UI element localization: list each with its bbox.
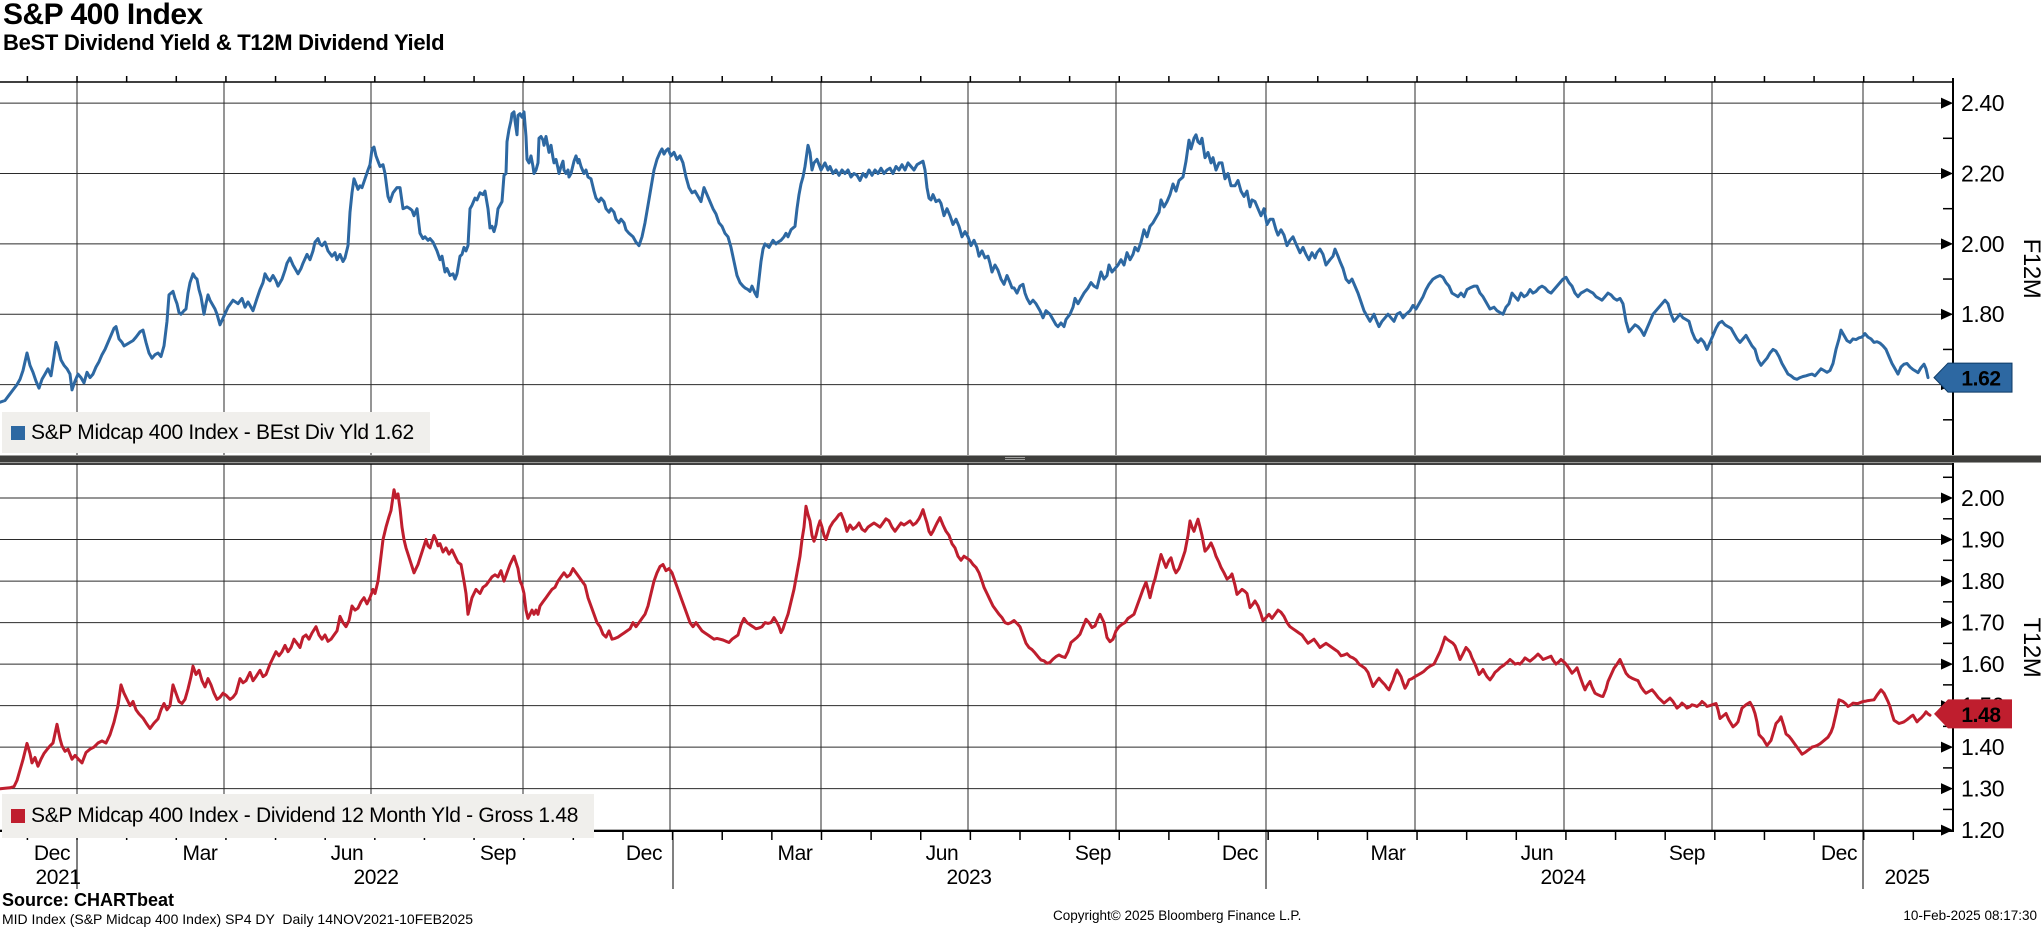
major-tick-arrow (1941, 534, 1953, 546)
last-value-badge (1934, 699, 2012, 729)
last-value-badge (1933, 362, 2013, 393)
legend-best-div-yld: S&P Midcap 400 Index - BEst Div Yld 1.62 (2, 412, 430, 453)
last-value-badge-text: 1.48 (1961, 704, 2001, 727)
y-tick-label: 2.40 (1961, 90, 2004, 116)
major-tick-arrow (1941, 741, 1953, 753)
major-tick-arrow (1941, 575, 1953, 587)
x-month-label: Sep (1075, 842, 1111, 865)
page-title: S&P 400 Index (3, 0, 203, 31)
y-axis-title: F12M (2018, 239, 2041, 299)
x-year-label: 2021 (35, 866, 80, 889)
x-month-label: Jun (1521, 842, 1554, 865)
y-tick-label: 1.20 (1961, 817, 2004, 843)
x-month-label: Dec (1821, 842, 1857, 865)
panel-divider-handle[interactable] (1005, 457, 1025, 461)
major-tick-arrow (1941, 97, 1953, 109)
legend-label: S&P Midcap 400 Index - Dividend 12 Month… (31, 804, 579, 827)
x-month-label: Mar (778, 842, 813, 865)
y-axis-title: T12M (2018, 618, 2041, 678)
major-tick-arrow (1941, 167, 1953, 179)
copyright-label: Copyright© 2025 Bloomberg Finance L.P. (1053, 908, 1302, 923)
page-subtitle: BeST Dividend Yield & T12M Dividend Yiel… (3, 30, 445, 55)
x-month-label: Jun (926, 842, 959, 865)
x-month-label: Sep (1669, 842, 1705, 865)
x-year-label: 2025 (1884, 866, 1929, 889)
x-month-label: Mar (183, 842, 218, 865)
x-month-label: Sep (480, 842, 516, 865)
x-month-label: Dec (1222, 842, 1258, 865)
legend-label: S&P Midcap 400 Index - BEst Div Yld 1.62 (31, 420, 414, 444)
source-label: Source: CHARTbeat (2, 890, 175, 910)
x-month-label: Jun (331, 842, 364, 865)
timestamp-label: 10-Feb-2025 08:17:30 (1903, 908, 2037, 923)
y-tick-label: 1.30 (1961, 776, 2004, 802)
x-year-label: 2024 (1540, 866, 1586, 889)
x-year-label: 2023 (946, 866, 991, 889)
series-line-best-div-yld (0, 110, 1930, 404)
y-tick-label: 2.20 (1961, 160, 2004, 186)
legend-swatch-blue (11, 425, 25, 440)
x-month-label: Mar (1371, 842, 1406, 865)
major-tick-arrow (1941, 238, 1953, 250)
major-tick-arrow (1941, 783, 1953, 795)
y-tick-label: 1.70 (1961, 610, 2004, 636)
major-tick-arrow (1941, 492, 1953, 504)
x-month-label: Dec (34, 842, 70, 865)
y-tick-label: 1.90 (1961, 527, 2004, 553)
last-value-badge-text: 1.62 (1961, 368, 2000, 391)
major-tick-arrow (1941, 617, 1953, 629)
legend-t12m-div-yld: S&P Midcap 400 Index - Dividend 12 Month… (2, 794, 595, 838)
major-tick-arrow (1941, 658, 1953, 670)
y-tick-label: 1.80 (1961, 568, 2004, 594)
y-tick-label: 2.00 (1961, 231, 2004, 257)
panel-divider (0, 455, 2041, 463)
y-tick-label: 1.60 (1961, 651, 2004, 677)
y-tick-label: 2.00 (1961, 485, 2004, 511)
y-tick-label: 1.40 (1961, 734, 2004, 760)
legend-swatch-red (11, 809, 25, 823)
major-tick-arrow (1941, 308, 1953, 320)
y-tick-label: 1.80 (1961, 301, 2004, 327)
series-line-t12m-div-yld (0, 488, 1932, 791)
ticker-meta-label: MID Index (S&P Midcap 400 Index) SP4 DY … (2, 911, 474, 927)
x-year-label: 2022 (353, 866, 398, 889)
x-month-label: Dec (626, 842, 662, 865)
